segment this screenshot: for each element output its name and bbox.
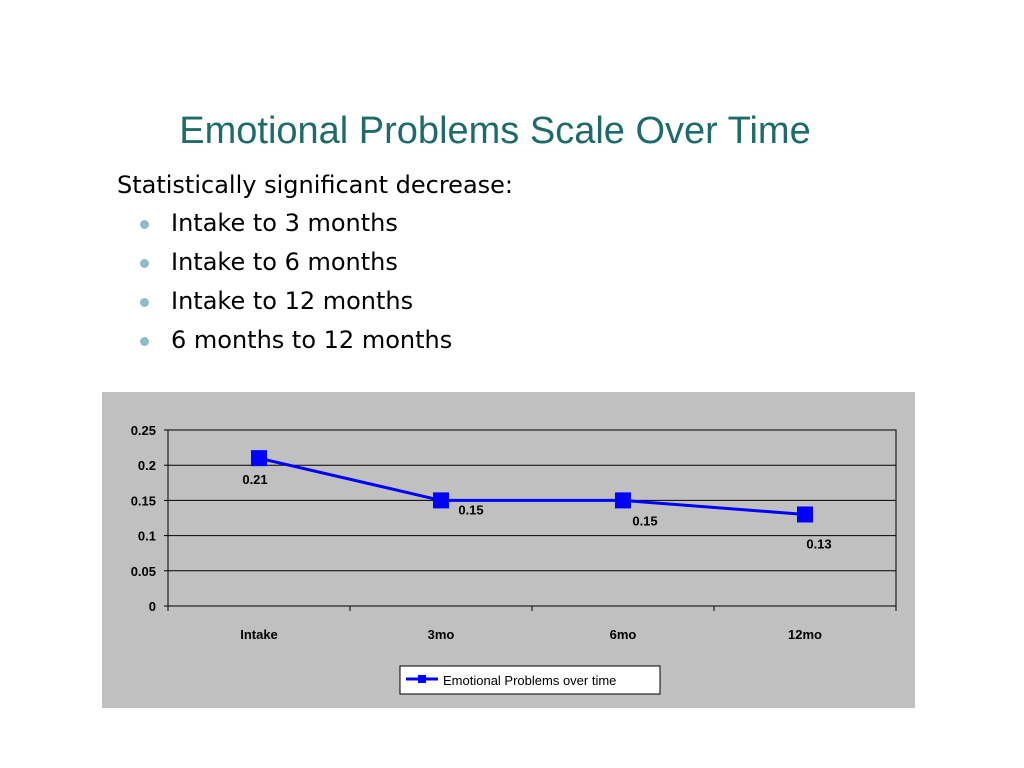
data-point-marker (433, 492, 449, 509)
data-point-marker (615, 492, 631, 509)
slide-title: Emotional Problems Scale Over Time (179, 110, 811, 152)
intro-text: Statistically significant decrease: (117, 171, 513, 199)
series-line (258, 456, 806, 516)
x-tick-label: 3mo (428, 627, 455, 642)
legend-marker (418, 675, 426, 683)
bullet-item: Intake to 6 months (140, 245, 452, 284)
x-tick-label: Intake (240, 627, 278, 642)
bullet-dot-icon (140, 337, 149, 346)
line-chart: 0 0.05 0.1 0.15 0.2 0.25 Intake 3mo 6mo 12mo 0.21 0… (131, 423, 897, 695)
data-point-marker (251, 450, 267, 467)
y-tick-label: 0.2 (138, 458, 156, 473)
legend-label: Emotional Problems over time (443, 673, 616, 688)
data-label: 0.15 (632, 513, 657, 528)
plot-area (167, 429, 897, 607)
y-tick-label: 0.15 (131, 493, 156, 508)
x-tick-label: 6mo (610, 627, 637, 642)
x-tick-label: 12mo (788, 627, 822, 642)
data-label: 0.21 (242, 472, 267, 487)
legend-box (399, 665, 661, 695)
bullet-text: 6 months to 12 months (171, 326, 453, 354)
y-tick-label: 0.1 (138, 529, 156, 544)
y-tick-label: 0.05 (131, 564, 156, 579)
bullet-dot-icon (140, 298, 149, 307)
bullet-dot-icon (140, 220, 149, 229)
data-label: 0.15 (458, 502, 483, 517)
y-tick-label: 0 (149, 599, 156, 614)
y-tick-label: 0.25 (131, 423, 156, 438)
chart-container: 0 0.05 0.1 0.15 0.2 0.25 Intake 3mo 6mo 12mo 0.21 0… (102, 392, 915, 708)
bullet-item: Intake to 12 months (140, 284, 452, 323)
bullet-item: 6 months to 12 months (140, 323, 452, 362)
bullet-text: Intake to 3 months (171, 209, 398, 237)
bullet-text: Intake to 12 months (171, 287, 414, 315)
data-label: 0.13 (806, 536, 831, 551)
bullet-item: Intake to 3 months (140, 206, 452, 245)
bullet-text: Intake to 6 months (171, 248, 398, 276)
bullet-list: Intake to 3 months Intake to 6 months In… (140, 206, 452, 362)
bullet-dot-icon (140, 259, 149, 268)
data-point-marker (797, 506, 813, 523)
